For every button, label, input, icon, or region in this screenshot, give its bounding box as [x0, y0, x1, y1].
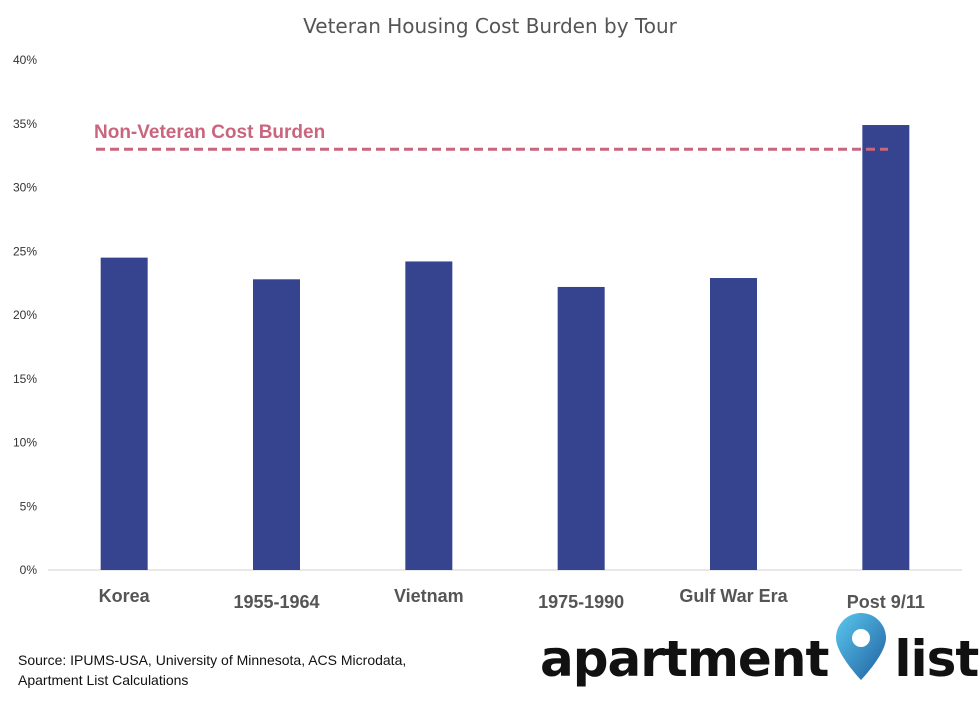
y-tick-label: 20%: [13, 308, 37, 322]
bars: [100, 125, 910, 571]
source-line-1: Source: IPUMS-USA, University of Minneso…: [18, 652, 407, 668]
y-tick-label: 35%: [13, 117, 37, 131]
x-tick-label: Vietnam: [394, 586, 464, 606]
x-tick-label: Korea: [99, 586, 151, 606]
y-tick-label: 5%: [20, 499, 38, 513]
x-tick-label: 1955-1964: [233, 592, 319, 612]
bar-chart: 0% 5% 10% 15% 20% 25% 30% 35% 40% Korea 1955-1964…: [13, 53, 962, 612]
source-line-2: Apartment List Calculations: [18, 672, 189, 688]
y-axis-ticks: 0% 5% 10% 15% 20% 25% 30% 35% 40%: [13, 53, 37, 577]
x-tick-label: Gulf War Era: [679, 586, 788, 606]
bar: [253, 279, 300, 570]
x-tick-label: 1975-1990: [538, 592, 624, 612]
source-note: Source: IPUMS-USA, University of Minneso…: [18, 650, 406, 690]
y-tick-label: 40%: [13, 53, 37, 67]
bar: [405, 261, 453, 570]
bar: [557, 286, 605, 570]
logo-text-apartment: apartment: [540, 630, 829, 688]
y-tick-label: 30%: [13, 181, 37, 195]
logo-text-list: list: [894, 630, 979, 688]
bar: [710, 278, 757, 570]
y-tick-label: 15%: [13, 372, 37, 386]
x-axis-labels: Korea 1955-1964 Vietnam 1975-1990 Gulf War E…: [99, 586, 925, 612]
reference-line-label: Non-Veteran Cost Burden: [94, 122, 325, 143]
bar: [100, 257, 148, 570]
location-pin-icon: [836, 613, 887, 680]
y-tick-label: 25%: [13, 244, 37, 258]
x-tick-label: Post 9/11: [847, 592, 925, 612]
logo-wordmark: apartment list: [540, 612, 979, 688]
y-tick-label: 10%: [13, 436, 37, 450]
bar: [862, 125, 910, 571]
y-tick-label: 0%: [20, 563, 38, 577]
apartment-list-logo: apartment list: [540, 612, 979, 698]
chart-title: Veteran Housing Cost Burden by Tour: [303, 14, 677, 38]
